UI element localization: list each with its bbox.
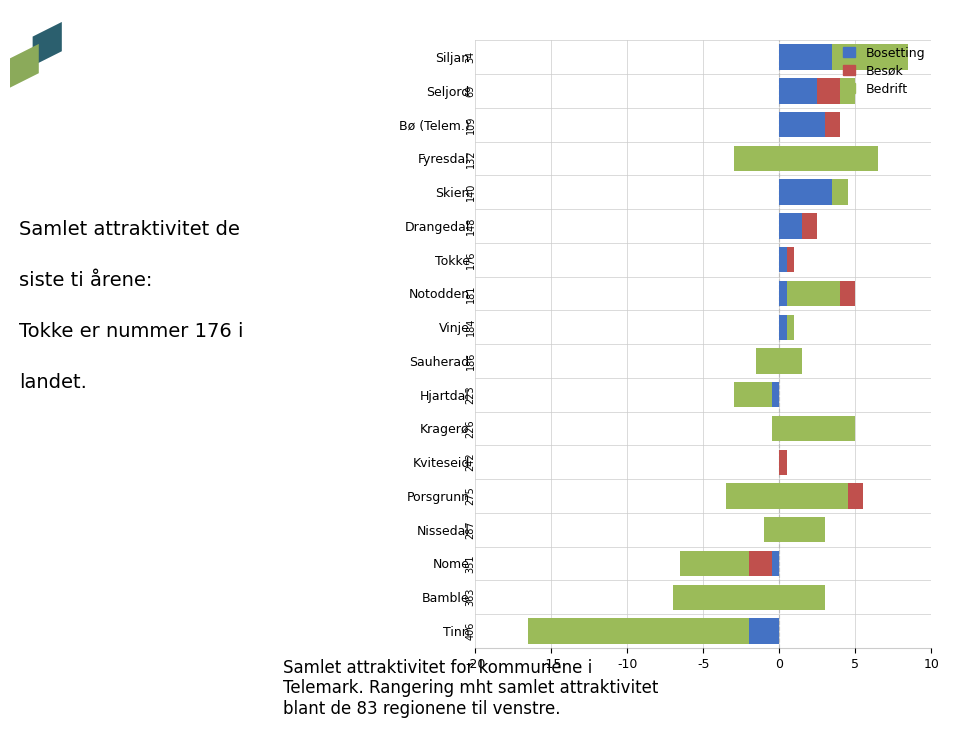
- Bar: [772, 382, 780, 407]
- Bar: [528, 619, 749, 643]
- Text: blant de 83 regionene til venstre.: blant de 83 regionene til venstre.: [283, 700, 561, 718]
- Bar: [733, 382, 772, 407]
- Polygon shape: [33, 22, 61, 66]
- Bar: [832, 45, 855, 70]
- Bar: [726, 483, 848, 509]
- Polygon shape: [10, 44, 38, 88]
- Bar: [840, 416, 855, 441]
- Text: 351: 351: [466, 554, 475, 572]
- Bar: [840, 78, 855, 103]
- Bar: [780, 112, 840, 138]
- Text: landet.: landet.: [19, 373, 87, 392]
- Text: Samlet attraktivitet de: Samlet attraktivitet de: [19, 220, 240, 239]
- Bar: [772, 146, 780, 171]
- Bar: [780, 449, 787, 475]
- Bar: [780, 449, 787, 475]
- Bar: [832, 179, 848, 205]
- Text: 109: 109: [466, 116, 475, 134]
- Bar: [787, 281, 840, 306]
- Bar: [787, 315, 795, 340]
- Bar: [772, 416, 855, 441]
- Text: 186: 186: [466, 352, 475, 370]
- Bar: [764, 517, 825, 542]
- Bar: [780, 585, 802, 610]
- Text: 363: 363: [466, 588, 475, 606]
- Bar: [673, 585, 825, 610]
- Bar: [802, 213, 817, 239]
- Bar: [780, 179, 848, 205]
- Text: 223: 223: [466, 385, 475, 404]
- Bar: [756, 348, 787, 373]
- Bar: [802, 517, 825, 542]
- Bar: [733, 382, 772, 407]
- Text: 07.09.2011: 07.09.2011: [19, 712, 86, 725]
- Text: Telemark. Rangering mht samlet attraktivitet: Telemark. Rangering mht samlet attraktiv…: [283, 679, 659, 698]
- Text: 226: 226: [466, 419, 475, 438]
- Bar: [780, 483, 863, 509]
- Bar: [840, 281, 855, 306]
- Bar: [780, 517, 802, 542]
- Bar: [787, 247, 795, 272]
- Bar: [733, 146, 878, 171]
- Text: 242: 242: [466, 453, 475, 471]
- Bar: [780, 78, 817, 103]
- Legend: Bosetting, Besøk, Bedrift: Bosetting, Besøk, Bedrift: [843, 47, 924, 95]
- Bar: [780, 348, 787, 373]
- Text: 275: 275: [466, 487, 475, 505]
- Bar: [832, 45, 908, 70]
- Text: 181: 181: [466, 284, 475, 302]
- Bar: [780, 45, 855, 70]
- Bar: [756, 348, 802, 373]
- Text: SOLVEIG SVÆRDAL: SOLVEIG SVÆRDAL: [309, 712, 420, 725]
- Text: 132: 132: [466, 149, 475, 168]
- Bar: [780, 315, 787, 340]
- Text: 148: 148: [466, 217, 475, 235]
- Text: telemarksforsking.no: telemarksforsking.no: [730, 712, 855, 725]
- Bar: [848, 483, 863, 509]
- Bar: [780, 247, 787, 272]
- Bar: [681, 550, 749, 576]
- Text: 69: 69: [466, 85, 475, 97]
- Bar: [817, 78, 840, 103]
- Bar: [825, 112, 840, 138]
- Text: 184: 184: [466, 318, 475, 336]
- Text: 406: 406: [466, 621, 475, 640]
- Bar: [780, 416, 840, 441]
- Bar: [787, 315, 795, 340]
- Bar: [802, 585, 825, 610]
- Bar: [749, 550, 772, 576]
- Bar: [780, 213, 802, 239]
- Bar: [780, 281, 855, 306]
- Text: Tokke er nummer 176 i: Tokke er nummer 176 i: [19, 322, 244, 341]
- Text: 140: 140: [466, 183, 475, 201]
- Text: 176: 176: [466, 250, 475, 269]
- Text: 287: 287: [466, 520, 475, 539]
- Bar: [749, 619, 780, 643]
- Text: 19: 19: [916, 712, 931, 725]
- Bar: [772, 550, 780, 576]
- Bar: [733, 146, 772, 171]
- Text: Samlet attraktivitet for kommunene i: Samlet attraktivitet for kommunene i: [283, 659, 592, 677]
- Text: siste ti årene:: siste ti årene:: [19, 271, 153, 290]
- Text: 34: 34: [466, 51, 475, 63]
